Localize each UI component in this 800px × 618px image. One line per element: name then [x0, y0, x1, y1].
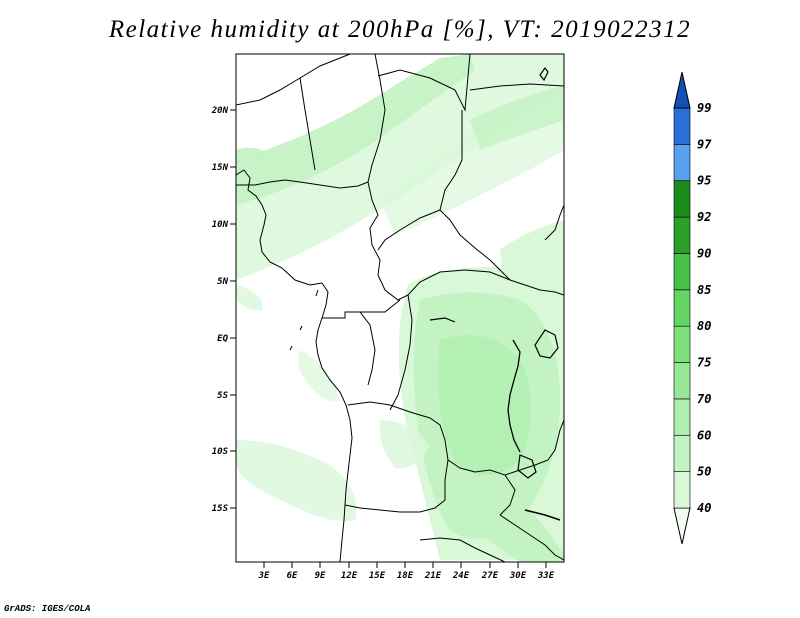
- lat-tick-label: 20N: [211, 106, 229, 116]
- colorbar-segment: [673, 216, 691, 254]
- lat-tick-label: 5S: [217, 391, 228, 401]
- lon-tick-label: 30E: [509, 571, 527, 581]
- lat-tick-label: 10S: [212, 447, 229, 457]
- colorbar-segment: [673, 325, 691, 363]
- lat-tick-label: 15S: [212, 504, 229, 514]
- colorbar-segment: [673, 471, 691, 509]
- colorbar-label: 99: [697, 101, 711, 115]
- lon-tick-label: 15E: [369, 571, 386, 581]
- colorbar-segment-below: [673, 507, 691, 545]
- colorbar-label: 70: [697, 392, 711, 406]
- colorbar-labels: 40 50 60 70 75 80 85 90 92 95 97 99: [697, 101, 712, 515]
- colorbar-label: 40: [697, 501, 711, 515]
- lat-axis: 20N 15N 10N 5N EQ 5S 10S 15S: [211, 106, 236, 514]
- lon-tick-label: 24E: [452, 571, 470, 581]
- lon-tick-label: 6E: [287, 571, 298, 581]
- colorbar-label: 95: [697, 174, 711, 188]
- colorbar-segments: [673, 71, 691, 545]
- lat-tick-label: 15N: [212, 163, 229, 173]
- colorbar-label: 80: [697, 319, 711, 333]
- colorbar-label: 92: [697, 210, 711, 224]
- map-title: Relative humidity at 200hPa [%], VT: 201…: [108, 16, 692, 43]
- colorbar-label: 60: [697, 428, 711, 442]
- lon-tick-label: 18E: [397, 571, 414, 581]
- colorbar-segment: [673, 362, 691, 400]
- country-borders: [236, 54, 564, 562]
- lat-tick-label: 10N: [212, 220, 229, 230]
- lon-tick-label: 27E: [481, 571, 499, 581]
- colorbar-segment: [673, 289, 691, 327]
- lon-tick-label: 33E: [537, 571, 555, 581]
- lat-tick-label: 5N: [217, 277, 228, 287]
- colorbar-segment: [673, 144, 691, 182]
- colorbar-segment: [673, 434, 691, 472]
- lon-tick-label: 3E: [258, 571, 270, 581]
- colorbar-segment: [673, 253, 691, 291]
- colorbar-segment: [673, 180, 691, 218]
- colorbar-label: 85: [697, 283, 711, 297]
- map-frame: [235, 53, 565, 563]
- colorbar-segment-above: [673, 71, 691, 109]
- lon-tick-label: 21E: [424, 571, 442, 581]
- colorbar-segment: [673, 398, 691, 436]
- colorbar: 40 50 60 70 75 80 85 90 92 95 97 99: [673, 71, 712, 545]
- lon-tick-label: 12E: [341, 571, 358, 581]
- lon-axis: 3E 6E 9E 12E 15E 18E 21E 24E 27E 30E 33E: [258, 562, 555, 581]
- colorbar-label: 50: [697, 465, 711, 479]
- lat-tick-label: EQ: [217, 334, 228, 344]
- colorbar-label: 90: [697, 246, 711, 260]
- colorbar-label: 75: [697, 356, 711, 370]
- lon-tick-label: 9E: [315, 571, 326, 581]
- grads-credit: GrADS: IGES/COLA: [4, 604, 91, 614]
- colorbar-segment: [673, 107, 691, 145]
- humidity-shading: [236, 54, 564, 562]
- colorbar-label: 97: [697, 137, 712, 151]
